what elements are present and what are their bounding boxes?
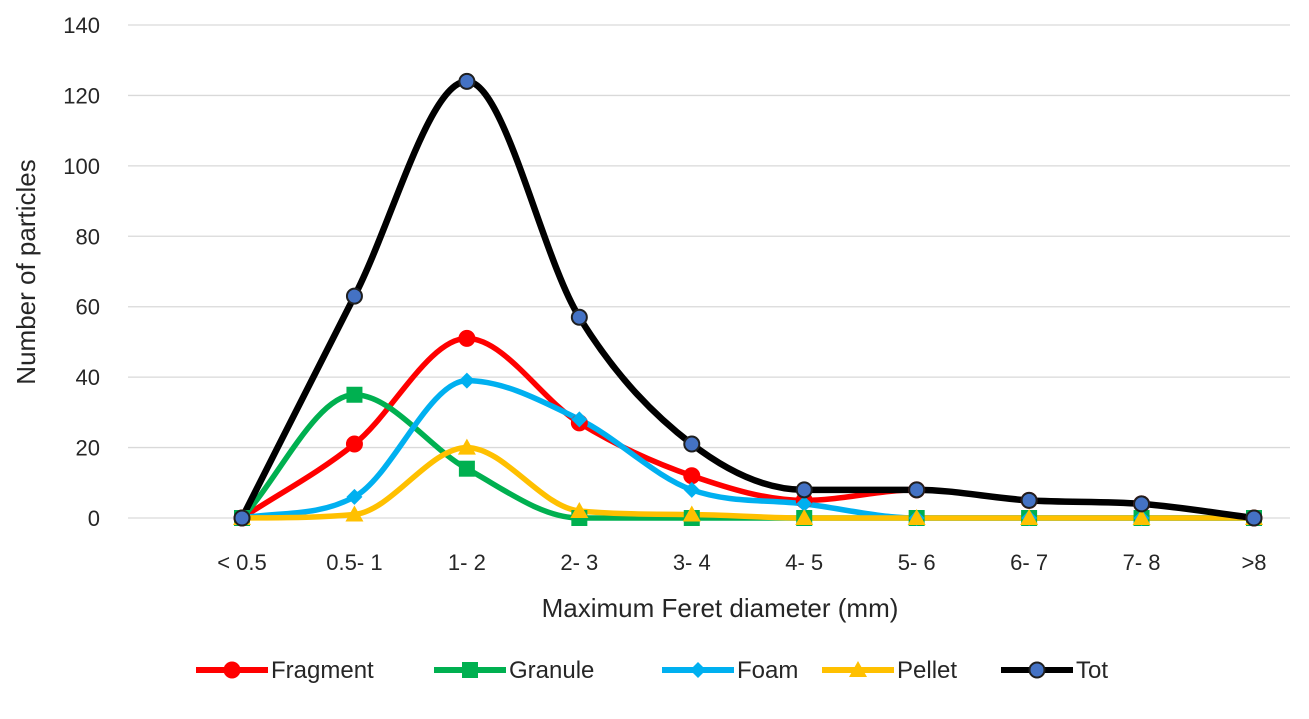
data-point-foam <box>458 372 475 389</box>
data-point-tot <box>1020 491 1038 509</box>
y-tick-label: 140 <box>63 13 100 38</box>
data-point-fragment <box>345 435 363 453</box>
data-point-granule <box>346 386 363 403</box>
data-point-pellet <box>1020 509 1039 525</box>
y-tick-label: 80 <box>76 224 100 249</box>
series-lines <box>238 78 1258 522</box>
data-point-tot <box>1133 495 1151 513</box>
data-point-pellet <box>570 501 589 518</box>
legend-item-pellet: Pellet <box>822 657 957 684</box>
legend-label-fragment: Fragment <box>271 657 374 684</box>
y-tick-label: 60 <box>76 295 100 320</box>
legend-marker-fragment <box>223 661 241 679</box>
data-point-tot <box>570 308 588 326</box>
data-point-pellet <box>907 509 926 525</box>
data-point-tot <box>795 481 813 499</box>
data-point-tot <box>458 72 476 90</box>
legend-marker-tot <box>1028 661 1046 679</box>
legend-label-foam: Foam <box>737 657 798 684</box>
data-point-tot <box>345 287 363 305</box>
series-line-tot <box>238 78 1258 522</box>
x-tick-label: 0.5- 1 <box>326 550 382 575</box>
x-tick-label: >8 <box>1241 550 1266 575</box>
y-tick-label: 100 <box>63 154 100 179</box>
data-point-tot <box>683 435 701 453</box>
data-point-foam <box>796 495 813 512</box>
y-tick-label: 120 <box>63 83 100 108</box>
data-point-fragment <box>683 467 701 485</box>
x-tick-label: 2- 3 <box>560 550 598 575</box>
data-point-foam <box>683 481 700 498</box>
data-point-tot <box>908 481 926 499</box>
legend-label-pellet: Pellet <box>897 657 957 684</box>
data-point-tot <box>233 509 251 527</box>
data-point-fragment <box>458 329 476 347</box>
y-axis-title: Number of particles <box>11 159 41 384</box>
legend-label-granule: Granule <box>509 657 594 684</box>
y-tick-label: 20 <box>76 436 100 461</box>
x-tick-label: 4- 5 <box>785 550 823 575</box>
legend-marker-pellet <box>849 661 867 677</box>
x-tick-label: < 0.5 <box>217 550 267 575</box>
legend-marker-foam <box>690 662 706 678</box>
legend-item-tot: Tot <box>1001 657 1108 684</box>
data-point-pellet <box>1132 509 1151 525</box>
data-point-granule <box>458 460 475 477</box>
x-tick-label: 6- 7 <box>1010 550 1048 575</box>
data-point-pellet <box>795 509 814 525</box>
legend: Fragment Granule Foam Pellet Tot <box>196 657 1108 684</box>
x-axis-ticks: < 0.5 0.5- 1 1- 2 2- 3 3- 4 4- 5 5- 6 6- 7 7- 8 >… <box>217 550 1266 575</box>
x-tick-label: 7- 8 <box>1123 550 1161 575</box>
y-tick-label: 0 <box>88 506 100 531</box>
data-point-pellet <box>345 505 364 522</box>
legend-item-fragment: Fragment <box>196 657 374 684</box>
legend-marker-granule <box>462 662 478 678</box>
x-tick-label: 1- 2 <box>448 550 486 575</box>
x-tick-label: 3- 4 <box>673 550 711 575</box>
data-point-pellet <box>457 438 476 455</box>
y-tick-label: 40 <box>76 365 100 390</box>
data-point-tot <box>1245 509 1263 527</box>
series-line-pellet <box>239 444 1257 521</box>
data-point-pellet <box>682 505 701 522</box>
gridlines <box>128 24 1290 519</box>
data-point-foam <box>346 488 363 505</box>
series-markers <box>233 72 1263 527</box>
legend-item-granule: Granule <box>434 657 594 684</box>
data-point-foam <box>571 411 588 428</box>
legend-item-foam: Foam <box>662 657 798 684</box>
legend-label-tot: Tot <box>1076 657 1108 684</box>
x-tick-label: 5- 6 <box>898 550 936 575</box>
x-axis-title: Maximum Feret diameter (mm) <box>542 593 899 623</box>
y-axis-ticks: 0 20 40 60 80 100 120 140 <box>63 13 100 531</box>
